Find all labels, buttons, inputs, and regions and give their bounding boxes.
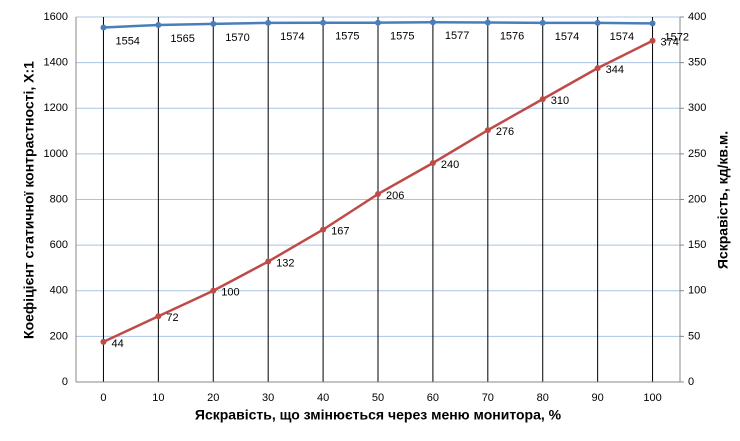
y2-axis-title: Яскравість, кд/кв.м.	[715, 131, 731, 269]
y-tick-label: 1200	[44, 102, 68, 114]
y2-tick-label: 350	[688, 57, 706, 69]
x-tick-label: 30	[262, 392, 274, 404]
point	[594, 19, 601, 26]
data-label: 1577	[445, 30, 469, 42]
x-tick-label: 20	[207, 392, 219, 404]
point	[594, 65, 601, 72]
y2-tick-label: 0	[688, 376, 694, 388]
point	[484, 19, 491, 26]
point	[375, 19, 381, 26]
x-tick-label: 90	[592, 392, 604, 404]
y-tick-label: 400	[50, 285, 68, 297]
data-label: 1575	[335, 31, 359, 43]
point	[155, 21, 162, 28]
point	[539, 19, 546, 26]
data-label: 240	[441, 159, 459, 171]
y-tick-label: 1600	[44, 11, 68, 23]
data-label: 374	[661, 37, 679, 49]
y2-tick-label: 300	[688, 102, 706, 114]
y-tick-label: 800	[50, 193, 68, 205]
y-tick-label: 1400	[44, 57, 68, 69]
data-label: 1576	[500, 30, 524, 42]
y2-tick-label: 50	[688, 330, 700, 342]
x-tick-label: 50	[372, 392, 384, 404]
y-tick-label: 0	[62, 376, 68, 388]
point	[265, 258, 272, 265]
point	[320, 19, 327, 26]
y2-tick-label: 200	[688, 193, 706, 205]
data-label: 1570	[225, 32, 249, 44]
point	[429, 19, 436, 26]
point	[210, 20, 217, 27]
data-label: 206	[386, 190, 404, 202]
x-tick-label: 0	[100, 392, 106, 404]
x-tick-label: 40	[317, 392, 329, 404]
data-label: 1565	[170, 33, 194, 45]
data-label: 167	[331, 226, 349, 238]
x-tick-label: 60	[427, 392, 439, 404]
x-tick-label: 70	[482, 392, 494, 404]
data-label: 1574	[610, 31, 634, 43]
y-tick-label: 200	[50, 330, 68, 342]
data-label: 72	[166, 312, 178, 324]
point	[375, 191, 381, 198]
data-label: 132	[276, 257, 294, 269]
point	[265, 19, 272, 26]
data-label: 44	[111, 338, 123, 350]
data-label: 310	[551, 95, 569, 107]
data-label: 1572	[665, 31, 689, 43]
y2-tick-label: 100	[688, 285, 706, 297]
y-tick-label: 1000	[44, 148, 68, 160]
y2-tick-label: 150	[688, 239, 706, 251]
y-axis-title: Коефіцієнт статичної контрастності, X:1	[21, 61, 37, 339]
data-label: 100	[221, 287, 239, 299]
point	[155, 313, 162, 320]
point	[100, 338, 107, 345]
x-tick-label: 10	[152, 392, 164, 404]
point	[649, 20, 656, 27]
y2-tick-label: 250	[688, 148, 706, 160]
y2-tick-label: 400	[688, 11, 706, 23]
x-axis-title: Яскравість, що змінюється через меню мон…	[195, 407, 562, 423]
data-label: 1575	[390, 31, 414, 43]
point	[210, 287, 217, 294]
data-label: 1554	[115, 35, 139, 47]
point	[100, 24, 107, 31]
point	[320, 226, 327, 233]
point	[429, 160, 436, 166]
y-tick-label: 600	[50, 239, 68, 251]
x-tick-label: 100	[643, 392, 661, 404]
data-label: 1574	[280, 31, 304, 43]
data-label: 1574	[555, 31, 579, 43]
point	[539, 96, 546, 103]
x-tick-label: 80	[537, 392, 549, 404]
data-label: 344	[606, 64, 624, 76]
data-label: 276	[496, 126, 514, 138]
point	[649, 37, 656, 44]
point	[484, 127, 491, 134]
